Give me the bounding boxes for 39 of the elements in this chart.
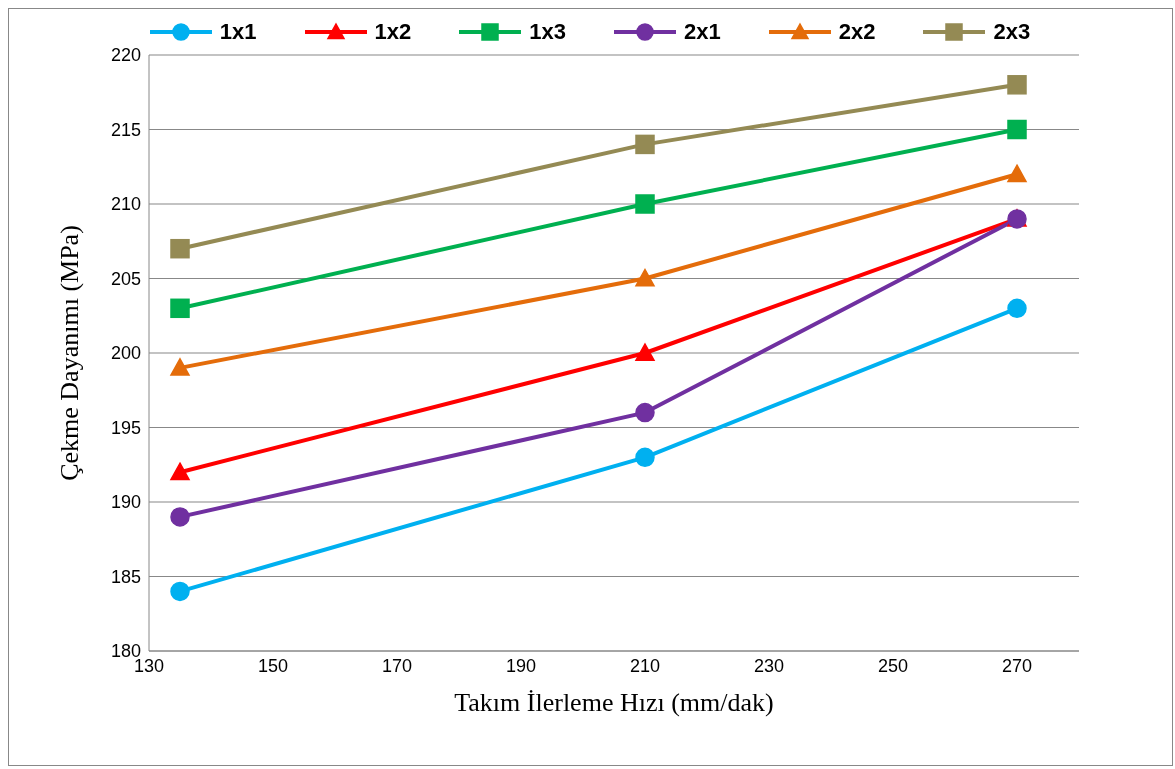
x-tick-label: 270: [1001, 655, 1033, 676]
point: [170, 507, 190, 527]
x-tick-label: 230: [753, 655, 785, 676]
point: [170, 358, 190, 376]
point: [635, 447, 655, 468]
legend-label: 2x1: [684, 19, 721, 45]
point: [170, 298, 190, 319]
point: [635, 343, 655, 361]
x-tick-label: 170: [381, 655, 413, 676]
point: [170, 462, 190, 481]
y-tick-label: 185: [110, 566, 141, 587]
legend-label: 2x2: [838, 19, 876, 45]
y-tick-label: 195: [110, 417, 141, 438]
y-tick-label: 215: [110, 119, 141, 140]
x-tick-label: 250: [877, 655, 909, 676]
y-tick-label: 220: [110, 45, 141, 66]
y-tick-label: 200: [110, 343, 141, 364]
y-axis-title: Çekme Dayanımı (MPa): [55, 225, 85, 481]
x-tick-label: 150: [257, 655, 289, 676]
point: [635, 268, 655, 287]
legend-label: 1x3: [529, 19, 566, 45]
point: [635, 194, 655, 214]
y-tick-label: 210: [110, 194, 141, 215]
point: [1007, 298, 1027, 319]
point: [635, 402, 655, 423]
x-tick-label: 210: [629, 655, 661, 676]
legend-label: 2x3: [993, 19, 1031, 45]
legend-label: 1x2: [374, 19, 412, 45]
point: [1007, 75, 1027, 95]
y-tick-label: 205: [110, 268, 141, 289]
point: [170, 238, 190, 259]
y-tick-label: 190: [110, 492, 141, 513]
point: [170, 581, 190, 602]
x-axis-title: Takım İlerleme Hızı (mm/dak): [454, 688, 774, 717]
legend-label: 1x1: [219, 19, 257, 45]
point: [635, 134, 655, 155]
point: [1007, 119, 1027, 140]
point: [1007, 164, 1027, 183]
x-tick-label: 190: [505, 655, 537, 676]
